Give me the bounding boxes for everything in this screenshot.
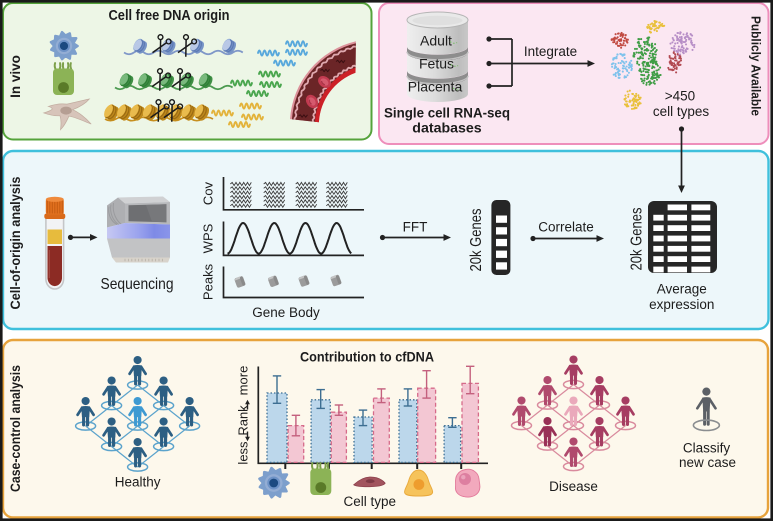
svg-text:Publicly Available: Publicly Available bbox=[749, 16, 764, 116]
svg-text:Fetus: Fetus bbox=[419, 56, 454, 72]
svg-text:Rank: Rank bbox=[236, 405, 251, 436]
svg-text:less: less bbox=[236, 441, 251, 465]
svg-text:Cell-of-origin analysis: Cell-of-origin analysis bbox=[8, 177, 23, 310]
svg-text:Cell type: Cell type bbox=[344, 494, 397, 509]
svg-text:Integrate: Integrate bbox=[524, 44, 577, 59]
svg-text:Gene Body: Gene Body bbox=[252, 305, 320, 320]
svg-text:databases: databases bbox=[412, 121, 482, 137]
svg-text:Correlate: Correlate bbox=[538, 220, 594, 235]
svg-text:FFT: FFT bbox=[403, 220, 428, 235]
svg-text:Cell free DNA origin: Cell free DNA origin bbox=[109, 8, 230, 24]
svg-text:>450: >450 bbox=[665, 89, 695, 104]
svg-text:20k Genes: 20k Genes bbox=[629, 208, 646, 271]
svg-text:Sequencing: Sequencing bbox=[101, 276, 174, 293]
svg-text:Disease: Disease bbox=[549, 479, 598, 494]
svg-text:Single cell RNA-seq: Single cell RNA-seq bbox=[384, 106, 510, 122]
svg-text:Classify: Classify bbox=[683, 441, 731, 456]
svg-text:Peaks: Peaks bbox=[201, 263, 216, 300]
svg-text:more: more bbox=[236, 366, 251, 396]
svg-text:Average: Average bbox=[657, 282, 707, 297]
svg-text:Placenta: Placenta bbox=[408, 79, 463, 95]
svg-text:new case: new case bbox=[679, 455, 736, 470]
svg-text:WPS: WPS bbox=[201, 223, 216, 253]
svg-text:Cov: Cov bbox=[201, 181, 216, 205]
svg-text:Contribution to cfDNA: Contribution to cfDNA bbox=[300, 350, 434, 365]
svg-text:Healthy: Healthy bbox=[115, 475, 161, 490]
svg-text:cell types: cell types bbox=[653, 104, 710, 119]
svg-text:Adult: Adult bbox=[420, 33, 452, 49]
svg-text:20k Genes: 20k Genes bbox=[468, 209, 485, 272]
svg-text:Case-control analysis: Case-control analysis bbox=[8, 365, 23, 492]
svg-text:expression: expression bbox=[649, 297, 714, 312]
svg-text:In vivo: In vivo bbox=[8, 55, 23, 98]
